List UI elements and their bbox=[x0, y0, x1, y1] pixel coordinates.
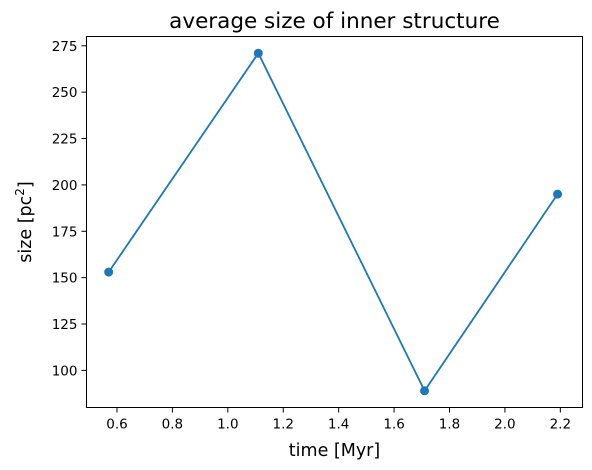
y-tick-label: 250 bbox=[52, 85, 78, 101]
y-axis-label-superscript: 2 bbox=[13, 188, 27, 196]
y-tick-label: 175 bbox=[52, 224, 78, 240]
series-layer bbox=[104, 48, 563, 396]
plot-area bbox=[86, 36, 583, 408]
x-tick-label: 1.2 bbox=[272, 417, 293, 433]
x-tick-label: 0.8 bbox=[162, 417, 183, 433]
x-tick-label: 1.0 bbox=[217, 417, 238, 433]
x-tick-label: 1.4 bbox=[328, 417, 349, 433]
y-axis-label-end: ] bbox=[16, 181, 36, 188]
y-tick-label: 200 bbox=[52, 178, 78, 194]
x-tick-label: 2.2 bbox=[550, 417, 571, 433]
y-tick-label: 275 bbox=[52, 39, 78, 55]
chart-title: average size of inner structure bbox=[169, 9, 500, 34]
y-tick-label: 225 bbox=[52, 132, 78, 148]
plot-frame bbox=[86, 36, 583, 408]
data-point-marker bbox=[104, 267, 114, 277]
y-axis-label: size [pc2] bbox=[13, 181, 36, 263]
x-axis-ticks: 0.6 0.8 1.0 1.2 1.4 1.6 1.8 2.0 2.2 bbox=[106, 407, 571, 433]
x-tick-label: 1.6 bbox=[383, 417, 404, 433]
data-point-marker bbox=[420, 386, 430, 396]
y-tick-label: 125 bbox=[52, 317, 78, 333]
y-axis-label-main: size [pc bbox=[16, 196, 36, 263]
x-tick-label: 2.0 bbox=[494, 417, 515, 433]
data-point-marker bbox=[553, 189, 563, 199]
x-tick-label: 0.6 bbox=[106, 417, 127, 433]
x-tick-label: 1.8 bbox=[439, 417, 460, 433]
x-axis-label: time [Myr] bbox=[289, 441, 380, 461]
data-point-marker bbox=[253, 48, 263, 58]
y-tick-label: 100 bbox=[52, 363, 78, 379]
y-axis-ticks: 100 125 150 175 200 225 250 275 bbox=[52, 39, 87, 379]
series-line bbox=[107, 52, 559, 392]
y-tick-label: 150 bbox=[52, 271, 78, 287]
